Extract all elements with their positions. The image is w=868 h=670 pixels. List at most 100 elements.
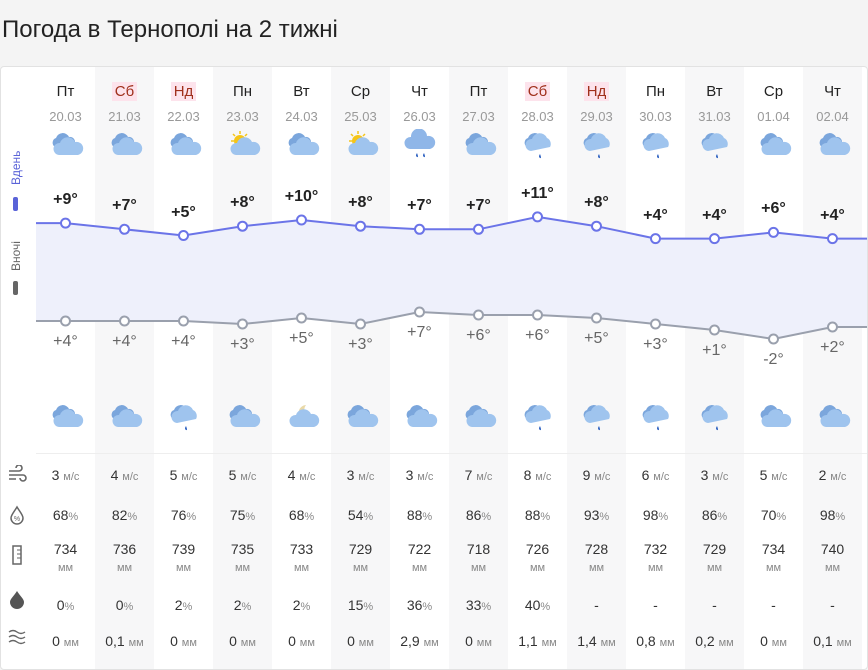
day-of-week-text: Сб	[524, 82, 551, 101]
day-temperature: +5°	[171, 203, 196, 221]
day-column: Нд 22.03 +5° +4° 5 м/с 76% 739 мм 2% 0 м…	[154, 67, 213, 669]
pressure-unit: мм	[765, 562, 782, 574]
day-column: Сб 21.03 +7° +4° 4 м/с 82% 736 мм 0% 0,1…	[95, 67, 154, 669]
precipitation-value: 0 мм	[347, 633, 374, 649]
day-temperature-point	[768, 226, 779, 238]
precip-probability-value: 40%	[524, 597, 551, 613]
day-temperature-point	[827, 233, 838, 245]
humidity-value: 93%	[583, 507, 610, 523]
precipitation-value: 0 мм	[465, 633, 492, 649]
precipitation-value: 0,1 мм	[105, 633, 144, 649]
day-column: Пт 27.03 +7° +6° 7 м/с 86% 718 мм 33% 0 …	[449, 67, 508, 669]
precipitation-value: 0,2 мм	[695, 633, 734, 649]
weather-cloudy-icon	[819, 133, 851, 155]
weather-cloudy-icon	[760, 405, 792, 427]
night-temperature-line	[36, 310, 867, 341]
forecast-card: Пт 20.03 +9° +4° 3 м/с 68% 734 мм 0% 0 м…	[0, 66, 868, 670]
wind-value: 2 м/с	[818, 467, 847, 483]
day-temperature: +4°	[820, 206, 845, 224]
night-temperature: +4°	[53, 333, 78, 350]
precip-probability-value: 15%	[347, 597, 374, 613]
day-temperature: +8°	[348, 194, 373, 212]
date: 31.03	[698, 109, 731, 124]
day-of-week: Нд	[567, 82, 626, 101]
pressure-unit: мм	[116, 562, 133, 574]
humidity-value: 82%	[111, 507, 138, 523]
humidity-value: 54%	[347, 507, 374, 523]
day-temperature-point	[178, 230, 189, 241]
pressure-icon	[12, 545, 22, 565]
day-of-week-text: Ср	[763, 83, 784, 100]
day-of-week: Пн	[213, 83, 272, 100]
date: 22.03	[167, 109, 200, 124]
weather-cloudy-drop-icon	[583, 405, 610, 431]
weather-cloudy-icon	[170, 133, 202, 155]
night-temperature-point	[709, 324, 720, 336]
day-of-week: Сб	[95, 82, 154, 101]
humidity-value: 75%	[229, 507, 256, 523]
day-of-week: Вт	[272, 83, 331, 100]
day-of-week-text: Сб	[111, 82, 138, 101]
night-temperature-point	[178, 315, 189, 327]
pressure-value: 740	[820, 541, 845, 557]
wind-value: 3 м/с	[700, 467, 729, 483]
wind-value: 5 м/с	[169, 467, 198, 483]
night-temperature: +7°	[407, 324, 432, 341]
precip-probability-icon	[10, 591, 24, 609]
weather-cloudy-icon	[406, 405, 438, 427]
date: 20.03	[49, 109, 82, 124]
precipitation-value: 0,8 мм	[636, 633, 675, 649]
day-of-week: Вт	[685, 83, 744, 100]
day-of-week-text: Вт	[293, 83, 310, 100]
weather-cloudy-icon	[111, 405, 143, 427]
day-column: Пн 23.03 +8° +3° 5 м/с 75% 735 мм 2% 0 м…	[213, 67, 272, 669]
pressure-value: 734	[761, 541, 786, 557]
precipitation-value: 0 мм	[52, 633, 79, 649]
night-temperature: +4°	[112, 333, 137, 350]
day-of-week: Пт	[449, 83, 508, 100]
weather-sun-cloud-icon	[230, 131, 261, 155]
svg-text:%: %	[14, 516, 20, 523]
pressure-value: 729	[702, 541, 727, 557]
weather-moon-cloud-icon	[289, 405, 320, 427]
temperature-range-area	[36, 216, 867, 339]
precip-probability-value: 2%	[174, 597, 193, 613]
day-marker	[13, 197, 18, 211]
weather-cloudy-drop-icon	[583, 133, 610, 159]
day-temperature: +9°	[53, 191, 78, 209]
precip-probability-value: 0%	[56, 597, 75, 613]
weather-cloudy-drop-icon	[701, 133, 728, 159]
day-temperature-point	[532, 211, 543, 223]
day-of-week-text: Пн	[232, 83, 253, 100]
day-temperature-line	[36, 215, 867, 240]
day-temperature: +4°	[643, 206, 668, 224]
weather-cloudy-icon	[52, 405, 84, 427]
day-temperature-point	[414, 223, 425, 235]
pressure-unit: мм	[234, 562, 251, 574]
humidity-value: 88%	[524, 507, 551, 523]
night-temperature-point	[119, 315, 130, 327]
pressure-value: 735	[230, 541, 255, 557]
wind-value: 4 м/с	[110, 467, 139, 483]
page-title: Погода в Тернополі на 2 тижні	[2, 16, 338, 43]
date: 24.03	[285, 109, 318, 124]
humidity-value: 98%	[819, 507, 846, 523]
day-temperature: +7°	[112, 197, 137, 215]
wind-value: 7 м/с	[464, 467, 493, 483]
day-of-week: Пн	[626, 83, 685, 100]
pressure-unit: мм	[470, 562, 487, 574]
precip-probability-value: 2%	[292, 597, 311, 613]
day-temperature-point	[355, 220, 366, 232]
day-of-week: Ср	[744, 83, 803, 100]
day-temperature-point	[709, 233, 720, 245]
night-temperature: +5°	[289, 330, 314, 347]
day-column: Пн 30.03 +4° +3° 6 м/с 98% 732 мм - 0,8 …	[626, 67, 685, 669]
wind-value: 9 м/с	[582, 467, 611, 483]
day-temperature: +7°	[407, 197, 432, 215]
precip-probability-value: 2%	[233, 597, 252, 613]
pressure-value: 732	[643, 541, 668, 557]
precip-probability-value: 33%	[465, 597, 492, 613]
day-temperature: +8°	[230, 194, 255, 212]
night-temperature-point	[296, 312, 307, 324]
wind-value: 5 м/с	[759, 467, 788, 483]
